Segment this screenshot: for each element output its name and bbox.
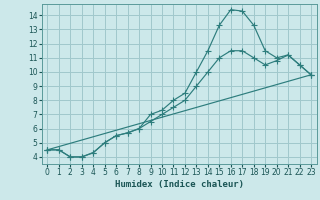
X-axis label: Humidex (Indice chaleur): Humidex (Indice chaleur) (115, 180, 244, 189)
